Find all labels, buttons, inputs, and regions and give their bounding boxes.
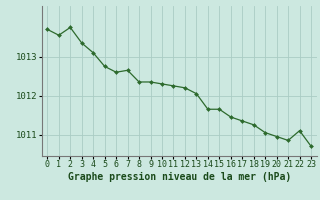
X-axis label: Graphe pression niveau de la mer (hPa): Graphe pression niveau de la mer (hPa) [68, 172, 291, 182]
